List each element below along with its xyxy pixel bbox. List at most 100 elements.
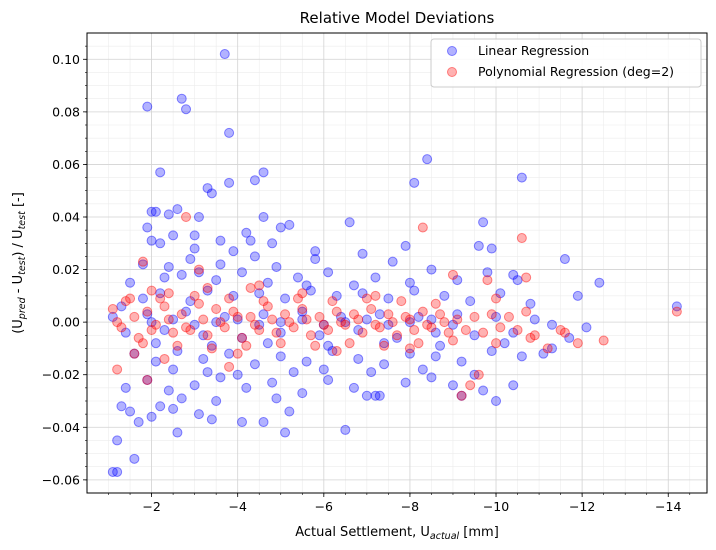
data-point-series-0 <box>323 340 334 351</box>
data-point-series-1 <box>249 319 260 330</box>
data-point-series-0 <box>426 264 437 275</box>
data-point-series-0 <box>495 288 506 299</box>
data-point-series-0 <box>275 222 286 233</box>
data-point-series-1 <box>142 306 153 317</box>
data-point-series-0 <box>211 317 222 328</box>
data-point-series-1 <box>348 309 359 320</box>
data-point-series-0 <box>129 453 140 464</box>
data-point-series-1 <box>465 380 476 391</box>
y-tick-label: 0.10 <box>52 52 80 67</box>
data-point-series-0 <box>310 254 321 265</box>
data-point-series-0 <box>413 311 424 322</box>
data-point-series-1 <box>460 325 471 336</box>
data-point-series-0 <box>473 240 484 251</box>
data-point-series-1 <box>202 282 213 293</box>
data-point-series-0 <box>435 340 446 351</box>
data-point-series-1 <box>323 325 334 336</box>
data-point-series-1 <box>228 306 239 317</box>
data-point-series-1 <box>456 390 467 401</box>
data-point-series-0 <box>426 314 437 325</box>
data-point-series-0 <box>353 353 364 364</box>
data-point-series-0 <box>120 382 131 393</box>
data-point-series-0 <box>181 104 192 115</box>
data-point-series-1 <box>469 311 480 322</box>
data-point-series-0 <box>249 175 260 186</box>
data-point-series-1 <box>168 327 179 338</box>
data-point-series-0 <box>202 367 213 378</box>
data-point-series-0 <box>189 380 200 391</box>
data-point-series-1 <box>478 327 489 338</box>
data-point-series-0 <box>469 369 480 380</box>
data-point-series-1 <box>271 327 282 338</box>
data-point-series-0 <box>176 93 187 104</box>
data-point-series-1 <box>150 319 161 330</box>
data-point-series-1 <box>331 306 342 317</box>
data-point-series-1 <box>206 343 217 354</box>
x-axis-label-main: Actual Settlement, U <box>295 525 430 540</box>
data-point-series-1 <box>267 314 278 325</box>
data-point-series-0 <box>155 238 166 249</box>
data-point-series-0 <box>146 411 157 422</box>
data-point-series-1 <box>193 264 204 275</box>
data-point-series-1 <box>443 327 454 338</box>
data-point-series-0 <box>478 385 489 396</box>
data-point-series-0 <box>224 177 235 188</box>
data-point-series-1 <box>525 332 536 343</box>
data-point-series-0 <box>374 390 385 401</box>
data-point-series-0 <box>430 351 441 362</box>
data-point-series-0 <box>314 330 325 341</box>
data-point-series-0 <box>508 380 519 391</box>
data-point-series-0 <box>198 353 209 364</box>
data-point-series-1 <box>331 346 342 357</box>
data-point-series-0 <box>146 206 157 217</box>
data-point-series-1 <box>417 306 428 317</box>
data-point-series-0 <box>426 372 437 383</box>
data-point-series-1 <box>232 311 243 322</box>
data-point-series-1 <box>491 338 502 349</box>
data-point-series-0 <box>237 417 247 428</box>
data-point-series-1 <box>559 327 570 338</box>
data-point-series-0 <box>357 288 368 299</box>
data-point-series-1 <box>215 317 226 328</box>
data-point-series-1 <box>129 348 140 359</box>
data-point-series-0 <box>383 319 394 330</box>
data-point-series-0 <box>305 285 316 296</box>
data-point-series-0 <box>301 356 312 367</box>
data-point-series-0 <box>133 417 144 428</box>
data-point-series-0 <box>374 309 385 320</box>
data-point-series-0 <box>379 359 390 370</box>
y-tick-label: −0.02 <box>42 367 80 382</box>
data-point-series-0 <box>215 372 226 383</box>
data-point-series-1 <box>224 361 235 372</box>
data-point-series-0 <box>379 338 390 349</box>
data-point-series-0 <box>400 240 411 251</box>
y-axis-label-sub3: test <box>17 210 28 230</box>
data-point-series-0 <box>142 101 153 112</box>
data-point-series-0 <box>456 356 467 367</box>
data-point-series-1 <box>142 374 153 385</box>
x-tick-label: −6 <box>315 499 333 514</box>
data-point-series-0 <box>340 424 351 435</box>
data-point-series-1 <box>120 296 131 307</box>
data-point-series-0 <box>176 269 187 280</box>
data-point-series-0 <box>129 348 140 359</box>
data-point-series-0 <box>202 183 213 194</box>
data-point-series-0 <box>189 230 200 241</box>
data-point-series-1 <box>392 330 402 341</box>
data-point-series-1 <box>491 293 502 304</box>
data-point-series-1 <box>521 272 532 283</box>
data-point-series-0 <box>275 351 286 362</box>
data-point-series-0 <box>348 280 359 291</box>
data-point-series-0 <box>512 275 523 286</box>
data-point-series-0 <box>185 296 196 307</box>
data-point-series-0 <box>112 435 123 446</box>
data-point-series-0 <box>491 311 502 322</box>
data-point-series-0 <box>301 280 312 291</box>
data-point-series-1 <box>137 338 148 349</box>
data-point-series-0 <box>417 364 428 375</box>
data-point-series-0 <box>465 296 476 307</box>
data-point-series-0 <box>447 319 458 330</box>
data-point-series-0 <box>193 409 204 420</box>
data-point-series-1 <box>163 314 174 325</box>
data-point-series-0 <box>125 277 136 288</box>
